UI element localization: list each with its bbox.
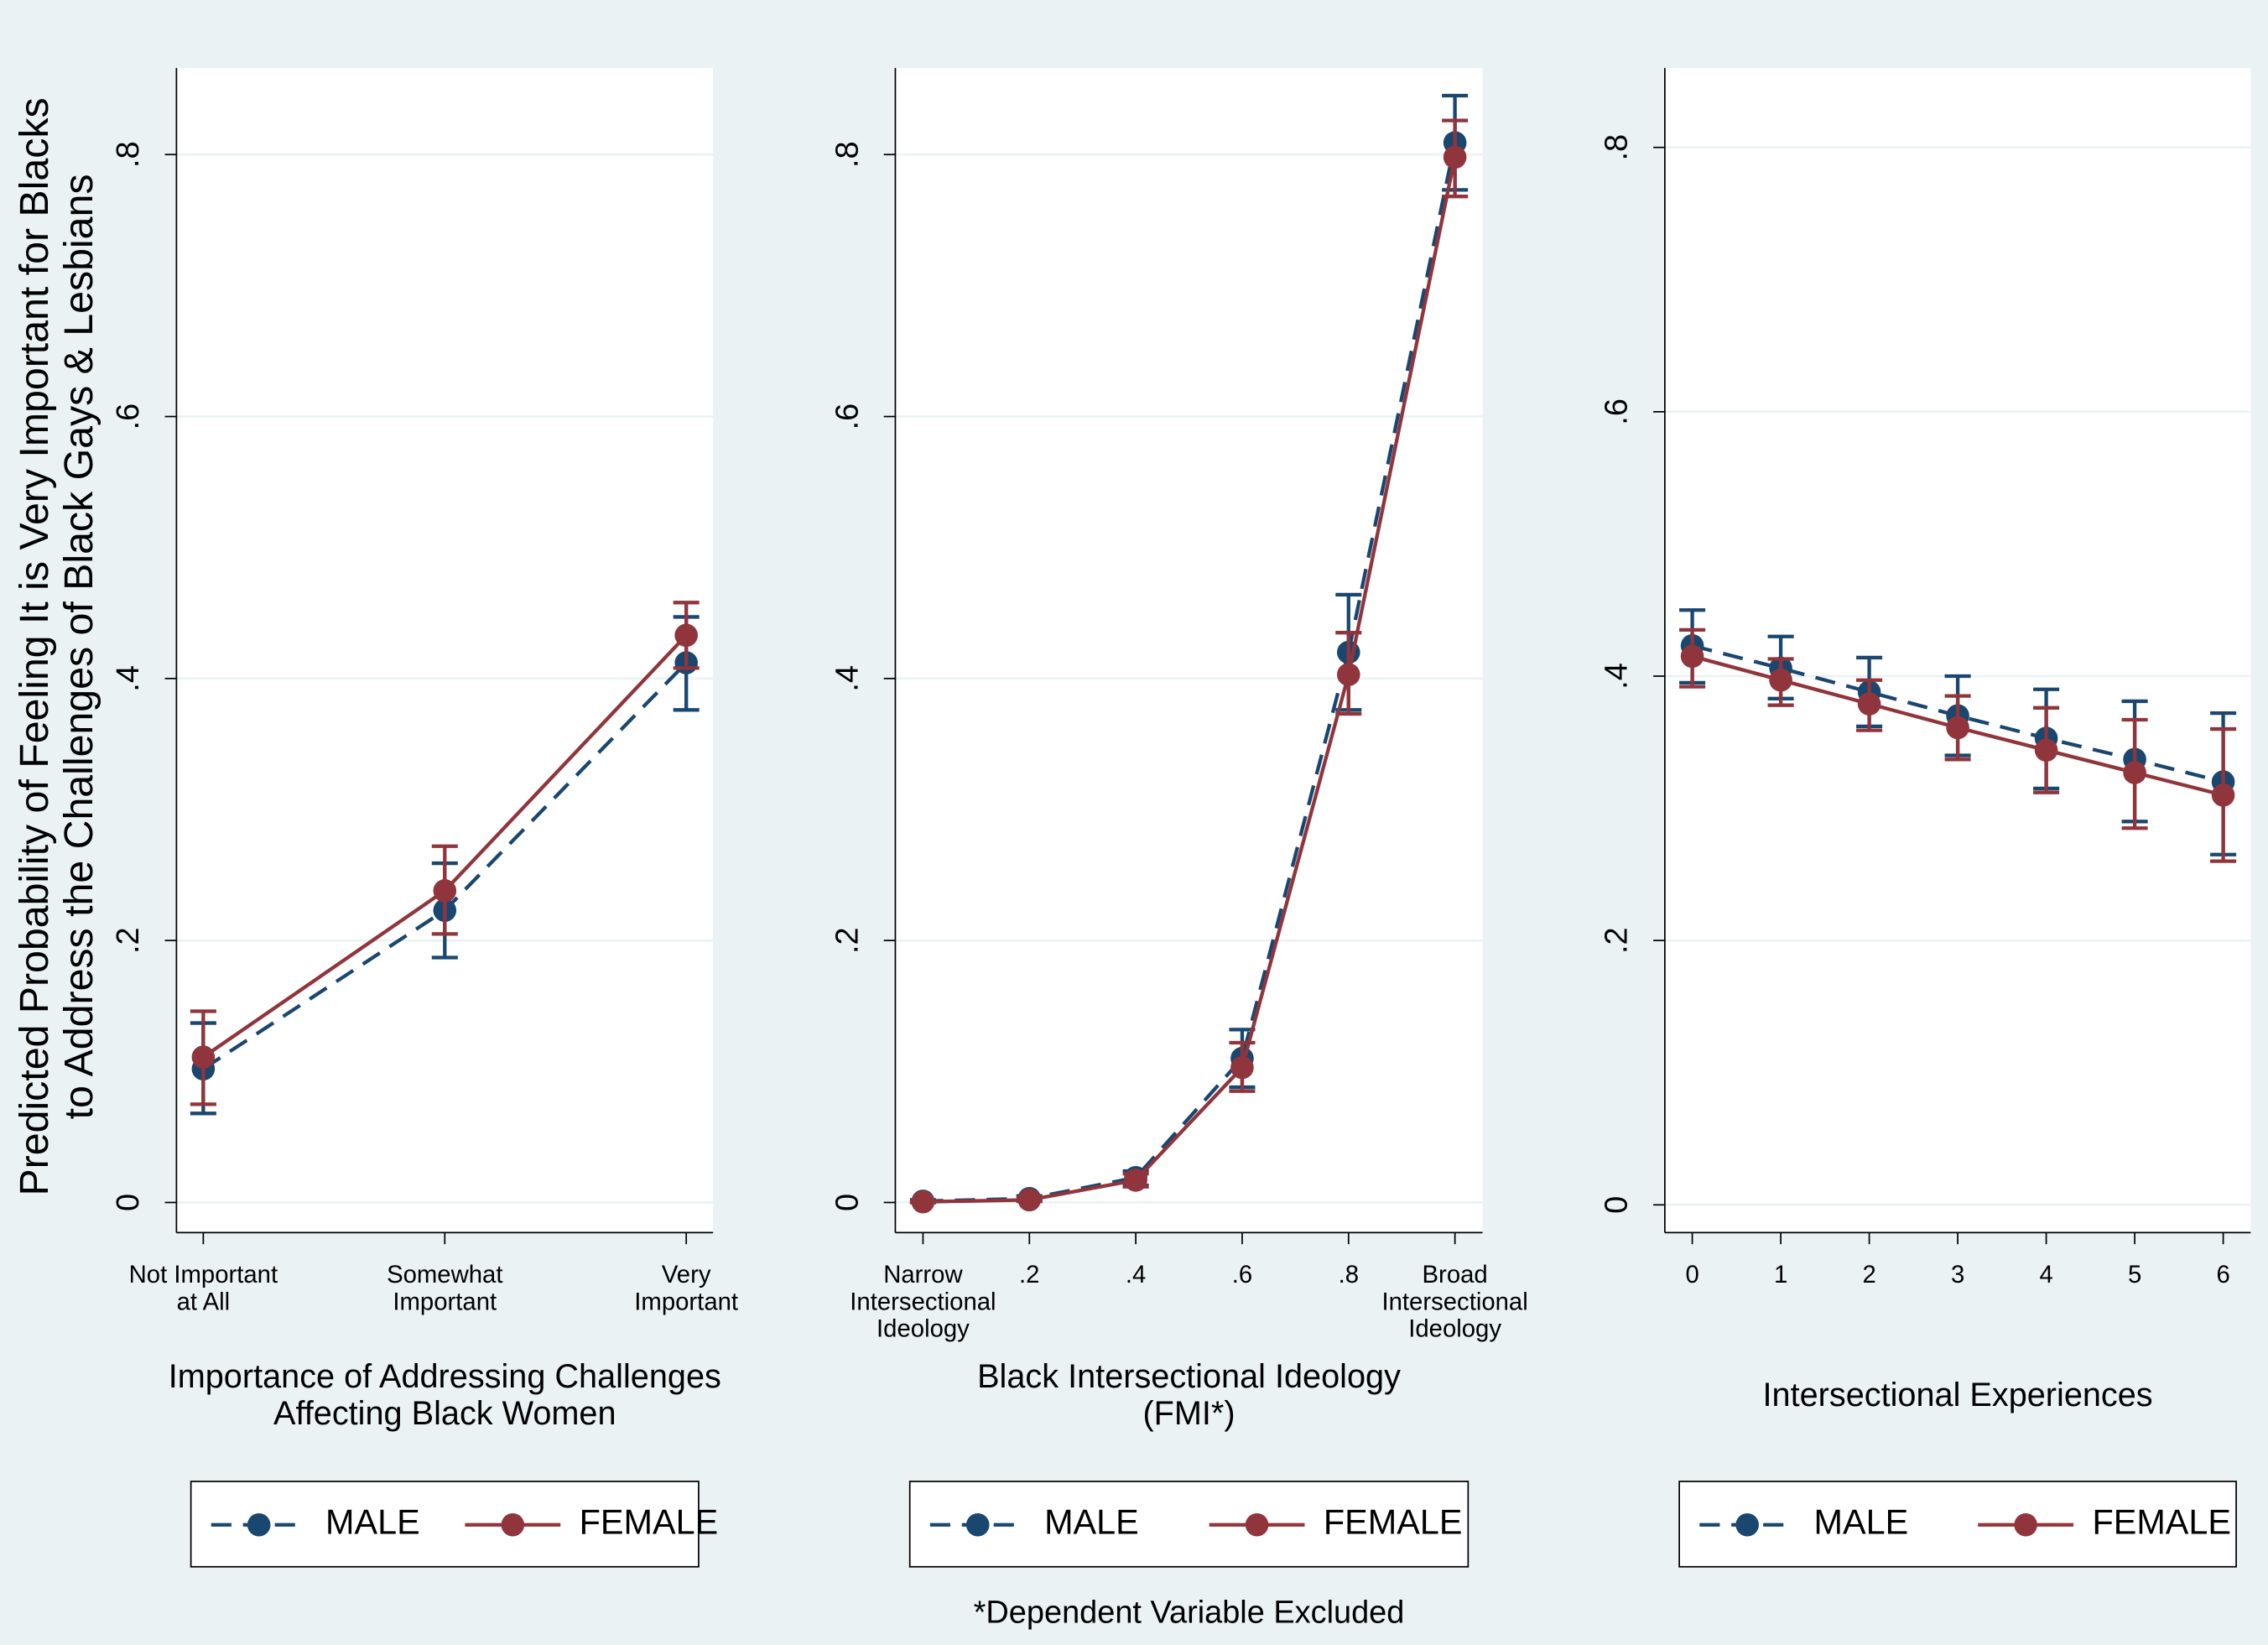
marker	[1124, 1169, 1147, 1192]
x-tick-label: Very Important	[634, 1261, 738, 1315]
plot-area	[176, 68, 714, 1233]
series-line	[923, 142, 1457, 1204]
legend-label: MALE	[1814, 1503, 1909, 1542]
x-tick-label: 1	[1774, 1261, 1787, 1288]
legend-label: MALE	[1044, 1503, 1139, 1542]
x-tick-label: .6	[1232, 1261, 1252, 1288]
series-line	[923, 156, 1457, 1204]
legend-marker	[247, 1512, 271, 1537]
x-tick-label: 6	[2216, 1261, 2229, 1288]
marker	[433, 879, 457, 903]
marker	[1857, 692, 1881, 716]
legend-marker	[1245, 1512, 1269, 1537]
marker	[1230, 1055, 1254, 1080]
y-tick-label: .6	[830, 403, 865, 430]
legend-label: FEMALE	[1324, 1503, 1463, 1542]
x-tick-label: .2	[1019, 1261, 1039, 1288]
y-tick-label: .4	[830, 665, 865, 692]
y-tick-label: .6	[1600, 398, 1635, 425]
legend-marker	[2014, 1512, 2037, 1537]
y-tick-label: .4	[111, 665, 146, 692]
x-tick-label: Somewhat Important	[387, 1261, 502, 1315]
x-axis-label: Importance of Addressing Challenges Affec…	[169, 1359, 721, 1433]
marker	[1769, 668, 1792, 692]
x-tick-label: .4	[1126, 1261, 1146, 1288]
y-tick-label: 0	[830, 1194, 865, 1211]
marker	[2211, 783, 2235, 807]
y-tick-label: .2	[830, 927, 865, 954]
x-tick-label: Not Important at All	[129, 1261, 278, 1315]
x-tick-label: 3	[1951, 1261, 1964, 1288]
y-tick-label: 0	[111, 1194, 146, 1211]
y-tick-label: .4	[1600, 663, 1635, 690]
marker	[1017, 1188, 1042, 1212]
legend-label: FEMALE	[580, 1503, 719, 1542]
y-tick-label: .2	[111, 927, 146, 954]
marker	[674, 623, 698, 648]
footnote: *Dependent Variable Excluded	[974, 1596, 1405, 1631]
x-tick-label: 2	[1862, 1261, 1875, 1288]
legend-marker	[501, 1512, 525, 1537]
y-tick-label: .8	[1600, 134, 1635, 161]
y-tick-label: .6	[111, 403, 146, 430]
x-tick-label: Narrow Intersectional Ideology	[850, 1261, 996, 1342]
x-axis-label: Black Intersectional Ideology (FMI*)	[977, 1359, 1401, 1433]
marker	[1443, 145, 1467, 169]
x-tick-label: 4	[2039, 1261, 2052, 1288]
y-tick-label: .8	[111, 141, 146, 168]
legend-label: FEMALE	[2092, 1503, 2231, 1542]
marker	[191, 1045, 216, 1069]
x-tick-label: Broad Intersectional Ideology	[1381, 1261, 1527, 1342]
legend-marker	[965, 1512, 990, 1537]
plot-area	[1664, 68, 2251, 1233]
x-tick-label: .8	[1339, 1261, 1359, 1288]
y-axis-label: Predicted Probability of Feeling It is V…	[12, 97, 101, 1195]
marker	[1946, 716, 1969, 740]
x-axis-label: Intersectional Experiences	[1763, 1377, 2153, 1413]
marker	[1680, 644, 1704, 669]
x-tick-label: 5	[2128, 1261, 2141, 1288]
plot-area	[895, 68, 1483, 1233]
marker	[2034, 738, 2058, 763]
marker	[911, 1190, 935, 1214]
y-tick-label: .2	[1600, 927, 1635, 954]
y-tick-label: 0	[1600, 1196, 1635, 1214]
legend-label: MALE	[325, 1503, 420, 1542]
legend-marker	[1735, 1512, 1759, 1537]
marker	[1336, 663, 1360, 686]
y-tick-label: .8	[830, 141, 865, 168]
marker	[2123, 761, 2146, 784]
x-tick-label: 0	[1685, 1261, 1698, 1288]
